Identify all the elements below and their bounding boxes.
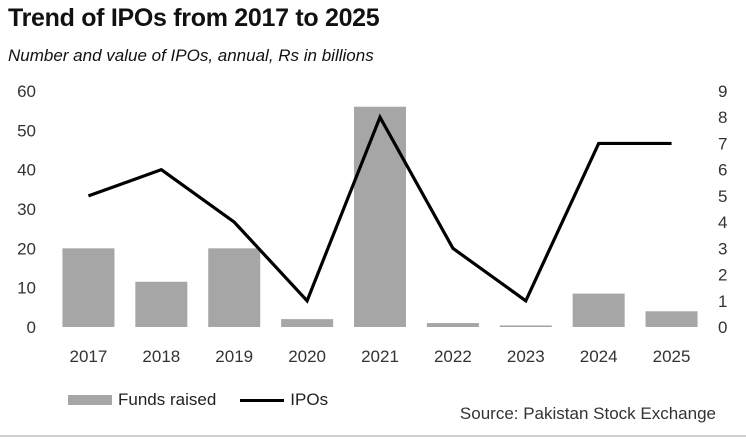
left-tick-label: 30 xyxy=(17,200,36,219)
right-tick-label: 0 xyxy=(718,318,727,337)
left-tick-label: 20 xyxy=(17,239,36,258)
bar-2021 xyxy=(354,106,406,327)
x-tick-label: 2019 xyxy=(215,347,253,366)
bar-2017 xyxy=(62,248,115,327)
bottom-divider xyxy=(0,435,746,437)
bar-series-funds-raised xyxy=(62,106,698,327)
right-tick-label: 6 xyxy=(718,161,727,180)
x-tick-label: 2022 xyxy=(434,347,472,366)
left-tick-label: 50 xyxy=(17,121,36,140)
legend-swatch-ipos xyxy=(240,398,285,402)
right-tick-label: 8 xyxy=(718,108,727,127)
legend-label-ipos: IPOs xyxy=(290,390,329,409)
chart-title: Trend of IPOs from 2017 to 2025 xyxy=(8,4,380,32)
bar-2025 xyxy=(645,311,698,327)
line-series-ipos xyxy=(87,113,672,304)
left-tick-label: 60 xyxy=(17,82,36,101)
right-tick-label: 4 xyxy=(718,213,727,232)
right-tick-label: 7 xyxy=(718,134,727,153)
left-tick-label: 0 xyxy=(27,318,36,337)
bar-2020 xyxy=(281,319,334,327)
x-axis-ticks: 2017 2018 2019 2020 2021 2022 2023 2024 2025 xyxy=(70,347,691,366)
bar-2019 xyxy=(208,248,261,327)
right-axis-ticks: 0 1 2 3 4 5 6 7 8 9 xyxy=(718,82,727,337)
left-tick-label: 40 xyxy=(17,161,36,180)
x-tick-label: 2023 xyxy=(507,347,545,366)
bar-2018 xyxy=(135,281,188,327)
bar-2022 xyxy=(426,323,479,327)
right-tick-label: 3 xyxy=(718,239,727,258)
legend-swatch-funds-raised xyxy=(68,395,112,405)
x-tick-label: 2024 xyxy=(580,347,618,366)
right-tick-label: 1 xyxy=(718,292,727,311)
x-tick-label: 2025 xyxy=(653,347,691,366)
bar-2024 xyxy=(572,293,625,327)
left-axis-ticks: 0 10 20 30 40 50 60 xyxy=(17,82,36,337)
right-tick-label: 9 xyxy=(718,82,727,101)
bar-2023 xyxy=(499,325,552,327)
source-note: Source: Pakistan Stock Exchange xyxy=(459,404,716,423)
chart-subtitle: Number and value of IPOs, annual, Rs in … xyxy=(8,46,374,65)
left-tick-label: 10 xyxy=(17,279,36,298)
right-tick-label: 5 xyxy=(718,187,727,206)
x-tick-label: 2020 xyxy=(288,347,326,366)
legend: Funds raised IPOs xyxy=(68,390,328,410)
x-tick-label: 2021 xyxy=(361,347,399,366)
right-tick-label: 2 xyxy=(718,266,727,285)
x-tick-label: 2018 xyxy=(142,347,180,366)
x-tick-label: 2017 xyxy=(70,347,108,366)
legend-label-funds-raised: Funds raised xyxy=(118,390,217,409)
